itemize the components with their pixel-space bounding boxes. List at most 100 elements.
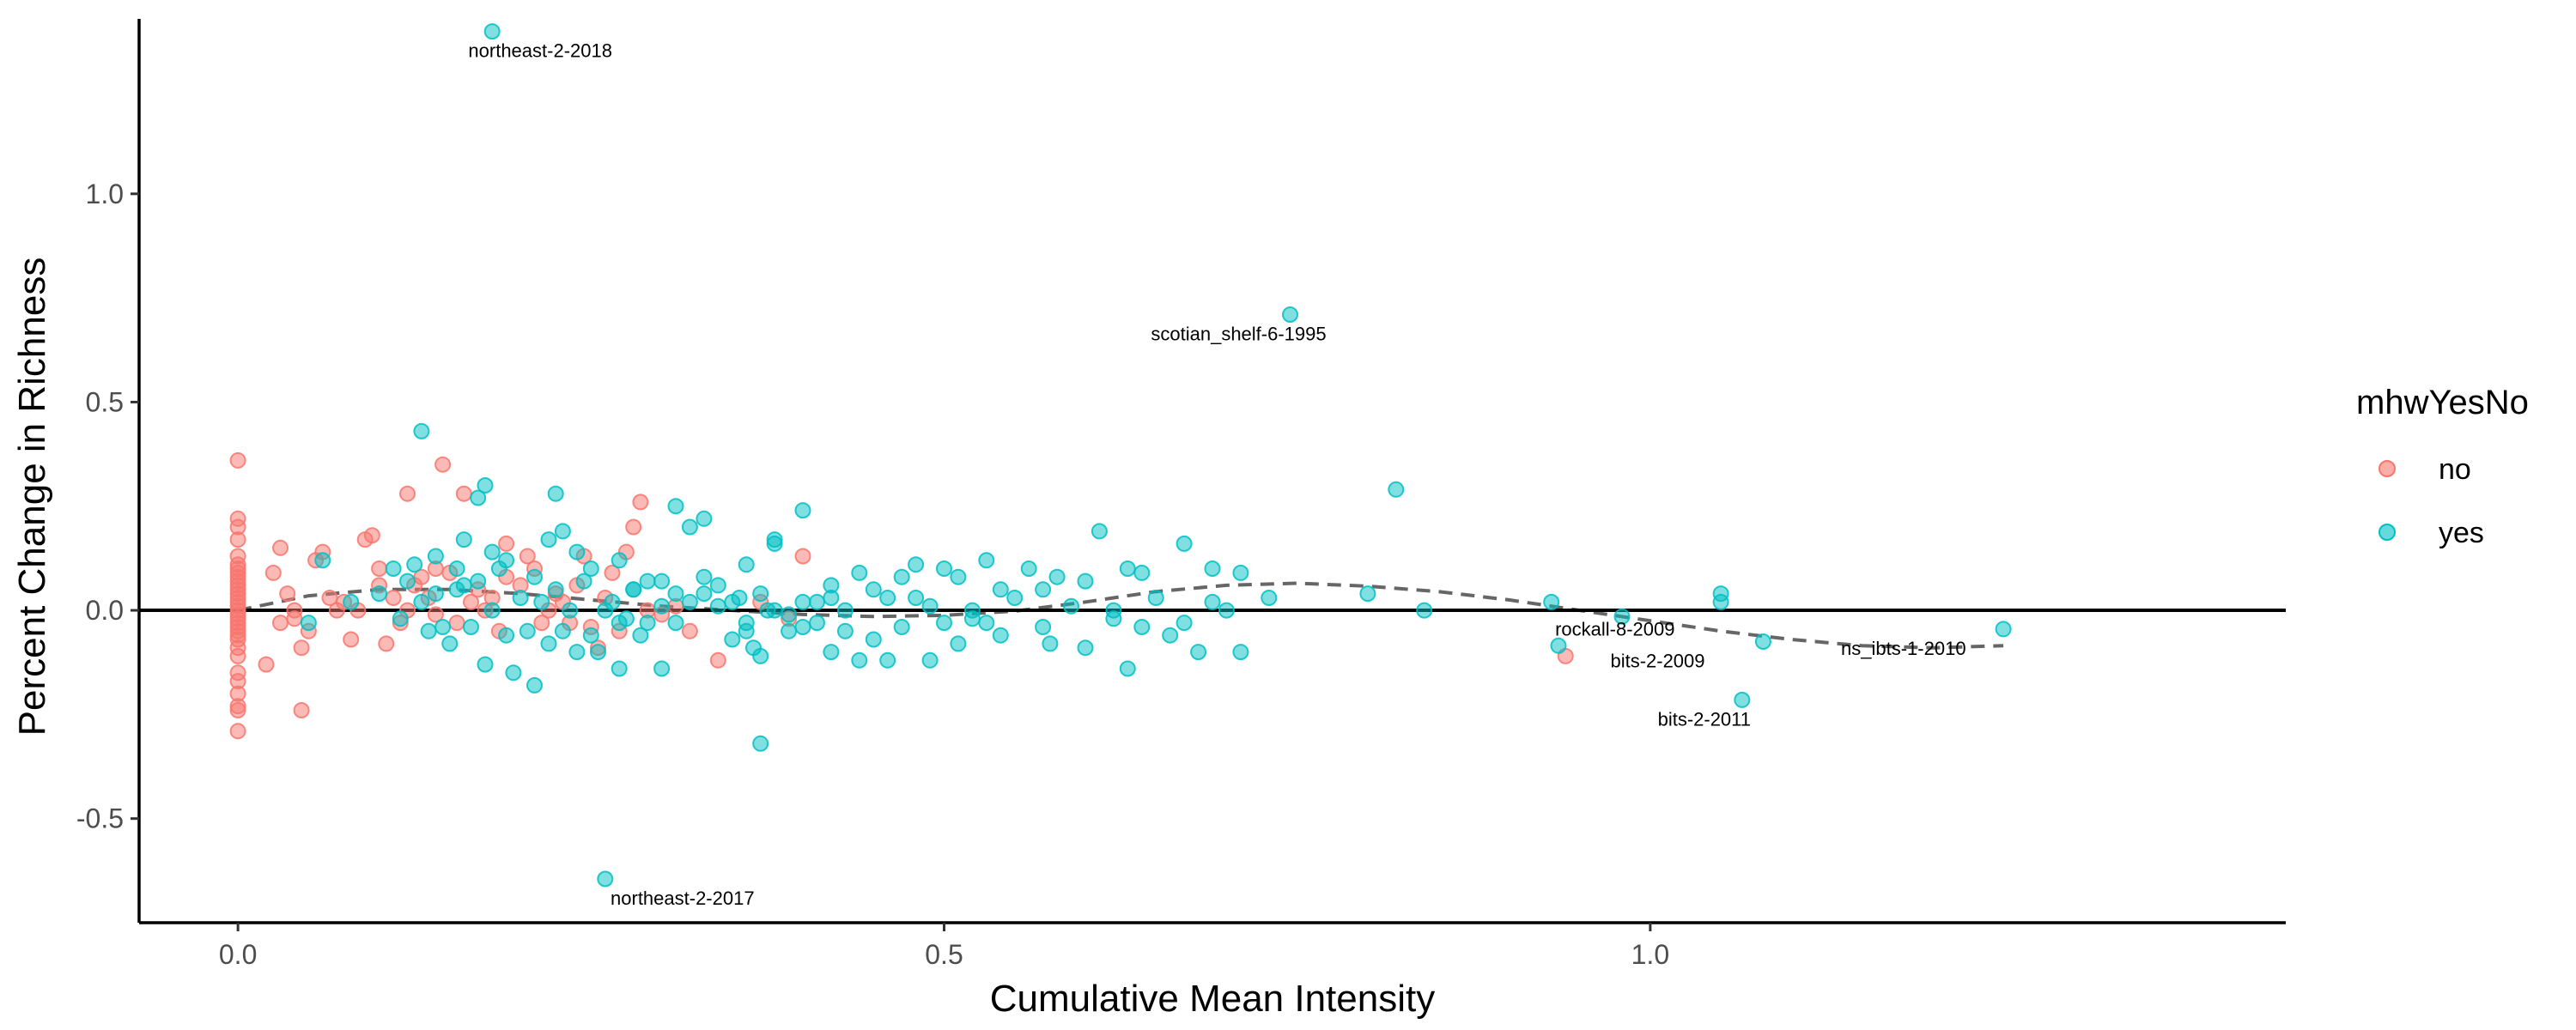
point-no	[363, 527, 380, 544]
point-no	[498, 535, 515, 552]
point-yes	[498, 627, 515, 644]
point-yes	[978, 615, 995, 632]
point-no	[258, 656, 275, 673]
point-yes	[568, 644, 586, 661]
point-yes	[483, 543, 501, 560]
point-yes	[1133, 619, 1151, 635]
point-no	[272, 539, 289, 556]
point-no	[519, 548, 536, 565]
point-yes	[434, 619, 452, 635]
point-yes	[781, 622, 798, 639]
point-yes	[455, 577, 472, 594]
legend-label-yes: yes	[2439, 517, 2484, 549]
point-no	[604, 564, 621, 581]
point-yes	[547, 485, 564, 502]
point-yes	[554, 622, 571, 639]
point-yes	[1020, 560, 1037, 577]
point-yes	[766, 535, 783, 552]
point-yes	[554, 523, 571, 540]
point-yes	[639, 615, 656, 632]
point-yes	[399, 573, 416, 590]
point-no	[399, 485, 416, 502]
point-yes	[936, 615, 952, 632]
point-yes	[1091, 523, 1108, 540]
point-annotation: rockall-8-2009	[1555, 618, 1674, 639]
point-yes	[794, 502, 811, 519]
point-yes	[963, 610, 981, 627]
point-annotation: scotian_shelf-6-1995	[1151, 324, 1326, 345]
point-yes	[455, 531, 472, 548]
point-yes	[575, 573, 592, 590]
point-no	[272, 615, 289, 632]
point-yes	[851, 651, 868, 669]
point-yes	[1282, 306, 1298, 323]
point-no	[533, 615, 550, 632]
point-yes	[470, 573, 487, 590]
point-yes	[1035, 619, 1052, 635]
point-yes	[781, 606, 798, 623]
point-yes	[526, 676, 543, 694]
point-yes	[667, 585, 684, 603]
y-tick-label: 0.0	[86, 595, 124, 626]
point-yes	[752, 735, 769, 752]
point-yes	[653, 573, 671, 590]
point-yes	[738, 622, 755, 639]
point-annotation: bits-2-2011	[1658, 708, 1751, 730]
point-annotation: ns_ibts-1-2010	[1841, 638, 1966, 659]
point-no	[709, 651, 726, 669]
point-yes	[1204, 560, 1221, 577]
point-yes	[1995, 621, 2012, 638]
point-yes	[1218, 602, 1235, 619]
point-no	[229, 647, 246, 664]
point-yes	[794, 619, 811, 635]
point-yes	[950, 635, 967, 652]
legend-label-no: no	[2439, 453, 2471, 486]
point-yes	[696, 510, 713, 527]
point-yes	[420, 622, 437, 639]
point-yes	[1077, 573, 1094, 590]
point-yes	[752, 585, 769, 603]
point-yes	[1190, 644, 1207, 661]
annotation-layer: northeast-2-2018 scotian_shelf-6-1995rock…	[468, 40, 1965, 909]
point-yes	[519, 622, 536, 639]
point-yes	[1119, 560, 1136, 577]
point-yes	[562, 602, 579, 619]
point-yes	[865, 581, 882, 598]
point-yes	[752, 647, 769, 664]
point-yes	[505, 664, 522, 682]
point-no	[286, 610, 303, 627]
point-annotation: northeast-2-2017	[611, 888, 755, 909]
point-no	[794, 548, 811, 565]
point-no	[264, 564, 282, 581]
point-no	[343, 631, 360, 648]
point-yes	[738, 556, 755, 573]
point-no	[625, 518, 642, 536]
point-yes	[477, 656, 494, 673]
point-yes	[483, 602, 501, 619]
trend-layer	[237, 581, 2004, 650]
point-yes	[836, 602, 854, 619]
point-yes	[823, 644, 840, 661]
point-yes	[836, 622, 854, 639]
point-yes	[392, 610, 409, 627]
point-yes	[470, 489, 487, 506]
point-yes	[427, 548, 444, 565]
point-yes	[1734, 691, 1751, 708]
point-yes	[731, 590, 748, 606]
y-axis-title: Percent Change in Richness	[11, 258, 53, 736]
point-yes	[681, 593, 698, 610]
point-yes	[1119, 660, 1136, 677]
point-yes	[371, 585, 388, 603]
point-yes	[1550, 637, 1567, 654]
point-yes	[1388, 481, 1405, 498]
point-no	[229, 451, 246, 469]
point-yes	[794, 593, 811, 610]
point-yes	[1712, 593, 1729, 610]
point-yes	[908, 590, 925, 606]
point-yes	[611, 552, 628, 569]
point-no	[293, 702, 310, 718]
point-yes	[483, 23, 501, 40]
trend-line	[237, 581, 2004, 650]
point-yes	[406, 556, 423, 573]
point-yes	[696, 568, 713, 585]
